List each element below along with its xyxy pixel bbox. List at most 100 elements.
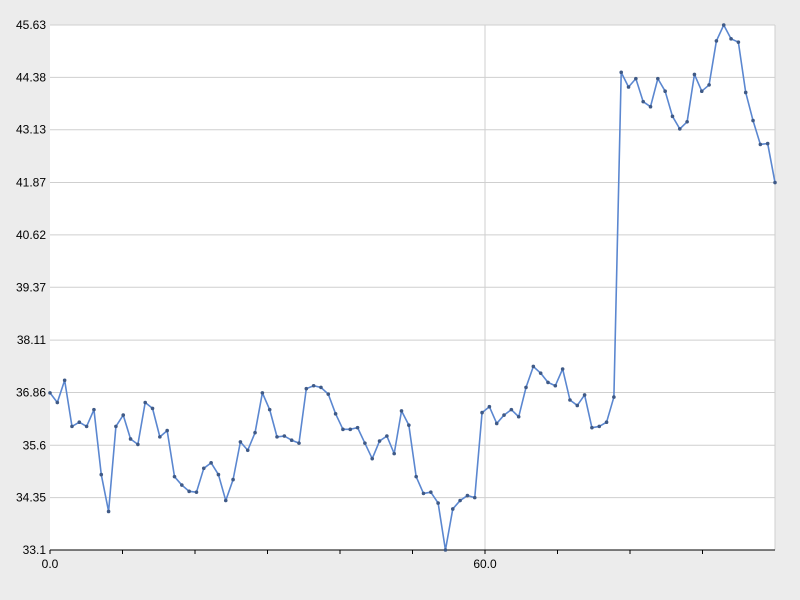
data-point xyxy=(326,392,331,396)
x-axis-labels: 0.0 60.0 xyxy=(42,557,497,571)
data-point xyxy=(377,439,382,443)
data-point xyxy=(480,410,484,415)
data-point xyxy=(663,89,667,94)
data-point xyxy=(84,424,89,429)
data-point xyxy=(363,441,367,445)
data-point xyxy=(341,427,345,432)
data-point xyxy=(619,70,624,75)
data-point xyxy=(172,474,177,479)
data-point xyxy=(729,37,733,41)
data-point xyxy=(282,434,287,438)
data-point xyxy=(553,383,558,388)
data-point xyxy=(414,474,418,479)
data-point xyxy=(348,427,353,432)
x-tick-label: 0.0 xyxy=(42,557,59,571)
data-point xyxy=(319,385,323,390)
data-point xyxy=(568,398,572,402)
data-point xyxy=(231,477,235,482)
data-point xyxy=(472,495,477,500)
data-point xyxy=(99,472,104,477)
data-point xyxy=(128,437,133,441)
data-point xyxy=(765,141,770,146)
data-point xyxy=(692,72,697,77)
data-point xyxy=(421,491,426,496)
data-point xyxy=(436,501,440,505)
data-point xyxy=(289,438,294,443)
data-point xyxy=(55,400,60,405)
data-point xyxy=(399,409,404,413)
data-point xyxy=(648,104,653,109)
data-point xyxy=(48,391,52,395)
data-point xyxy=(392,451,396,456)
data-point xyxy=(275,435,279,439)
data-point xyxy=(201,466,206,471)
data-point xyxy=(677,127,682,131)
data-point xyxy=(641,99,645,104)
y-axis: 33.1 34.35 35.6 36.86 38.11 39.37 40.62 41.87 43… xyxy=(16,18,46,557)
data-point xyxy=(721,23,726,27)
data-point xyxy=(311,383,316,388)
data-point xyxy=(714,39,719,43)
data-point xyxy=(465,493,470,498)
data-point xyxy=(70,424,74,429)
data-point xyxy=(575,403,580,408)
data-point xyxy=(77,420,82,425)
data-point xyxy=(187,489,191,494)
y-tick-label: 35.6 xyxy=(23,438,47,452)
data-point xyxy=(370,456,375,461)
data-point xyxy=(626,85,631,89)
data-point xyxy=(106,509,111,514)
data-point xyxy=(150,406,155,411)
data-point xyxy=(560,367,565,371)
y-tick-label: 38.11 xyxy=(17,333,46,347)
data-point xyxy=(509,407,514,412)
data-point xyxy=(260,391,265,395)
data-point xyxy=(223,498,228,503)
data-point xyxy=(355,425,360,430)
data-point xyxy=(538,371,543,375)
data-point xyxy=(487,404,492,409)
data-point xyxy=(333,412,338,416)
data-point xyxy=(582,393,587,397)
data-point xyxy=(597,424,602,429)
y-tick-label: 43.13 xyxy=(16,123,46,137)
data-point xyxy=(209,461,213,465)
y-tick-label: 44.38 xyxy=(16,70,46,84)
data-point xyxy=(194,490,199,494)
data-point xyxy=(531,364,536,369)
data-point xyxy=(245,448,250,453)
data-point xyxy=(458,498,462,503)
data-point xyxy=(143,400,148,405)
data-point xyxy=(670,114,675,119)
data-point xyxy=(736,40,741,44)
data-point xyxy=(656,76,660,81)
data-point xyxy=(494,421,499,426)
y-tick-label: 36.86 xyxy=(16,385,46,399)
series-line xyxy=(49,24,776,551)
data-point xyxy=(612,395,616,399)
data-point xyxy=(158,435,162,439)
data-point xyxy=(546,380,550,385)
data-point xyxy=(758,142,763,147)
data-point xyxy=(634,76,638,81)
data-point xyxy=(165,428,169,433)
data-point xyxy=(180,483,184,487)
data-point xyxy=(429,490,433,494)
data-point xyxy=(114,424,118,429)
y-tick-label: 39.37 xyxy=(16,280,46,294)
data-point xyxy=(685,119,689,124)
data-point xyxy=(699,89,704,94)
x-tick-label: 60.0 xyxy=(473,557,497,571)
data-point xyxy=(590,425,594,430)
data-point xyxy=(751,118,755,123)
y-tick-label: 41.87 xyxy=(16,176,46,190)
data-point xyxy=(443,548,448,552)
data-point xyxy=(502,413,506,417)
data-point xyxy=(253,430,257,435)
data-point xyxy=(62,378,67,383)
data-point xyxy=(407,423,411,427)
data-point xyxy=(524,385,528,390)
y-tick-label: 34.35 xyxy=(16,491,46,505)
data-point xyxy=(450,507,455,511)
